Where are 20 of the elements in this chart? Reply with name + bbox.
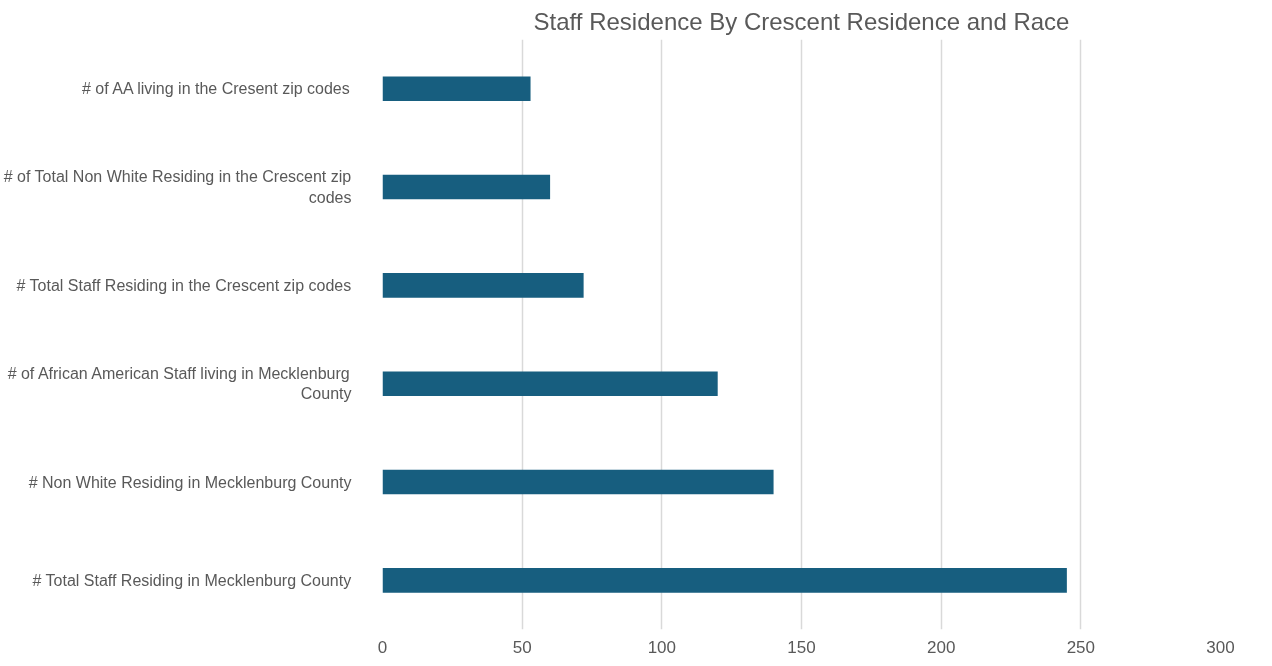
x-tick-label: 50 [512, 637, 532, 657]
x-tick-label: 250 [1066, 637, 1096, 657]
bar [382, 273, 584, 298]
bar [382, 174, 551, 200]
y-tick-label: # of AA living in the Cresent zip codes [82, 80, 350, 98]
y-tick-label: # Total Staff Residing in the Crescent zip codes [16, 276, 352, 294]
x-tick-label: 300 [1206, 637, 1235, 657]
chart-title: Staff Residence By Crescent Residence and Race [533, 7, 1070, 35]
bar [382, 76, 531, 101]
y-tick-label: # Total Staff Residing in Mecklenburg County [32, 571, 352, 589]
y-tick-label: # of Total Non White Residing in the Crescent zip codes [3, 168, 352, 206]
x-tick-label: 150 [787, 637, 816, 657]
y-tick-label: # Non White Residing in Mecklenburg County [28, 473, 352, 491]
x-tick-label: 0 [377, 637, 388, 657]
bar [382, 568, 1067, 593]
x-tick-label: 100 [647, 637, 677, 657]
bar [382, 469, 774, 495]
bar [382, 371, 718, 396]
y-tick-label: # of African American Staff living in Mecklenburg County [7, 364, 352, 403]
x-tick-label: 200 [926, 637, 956, 657]
